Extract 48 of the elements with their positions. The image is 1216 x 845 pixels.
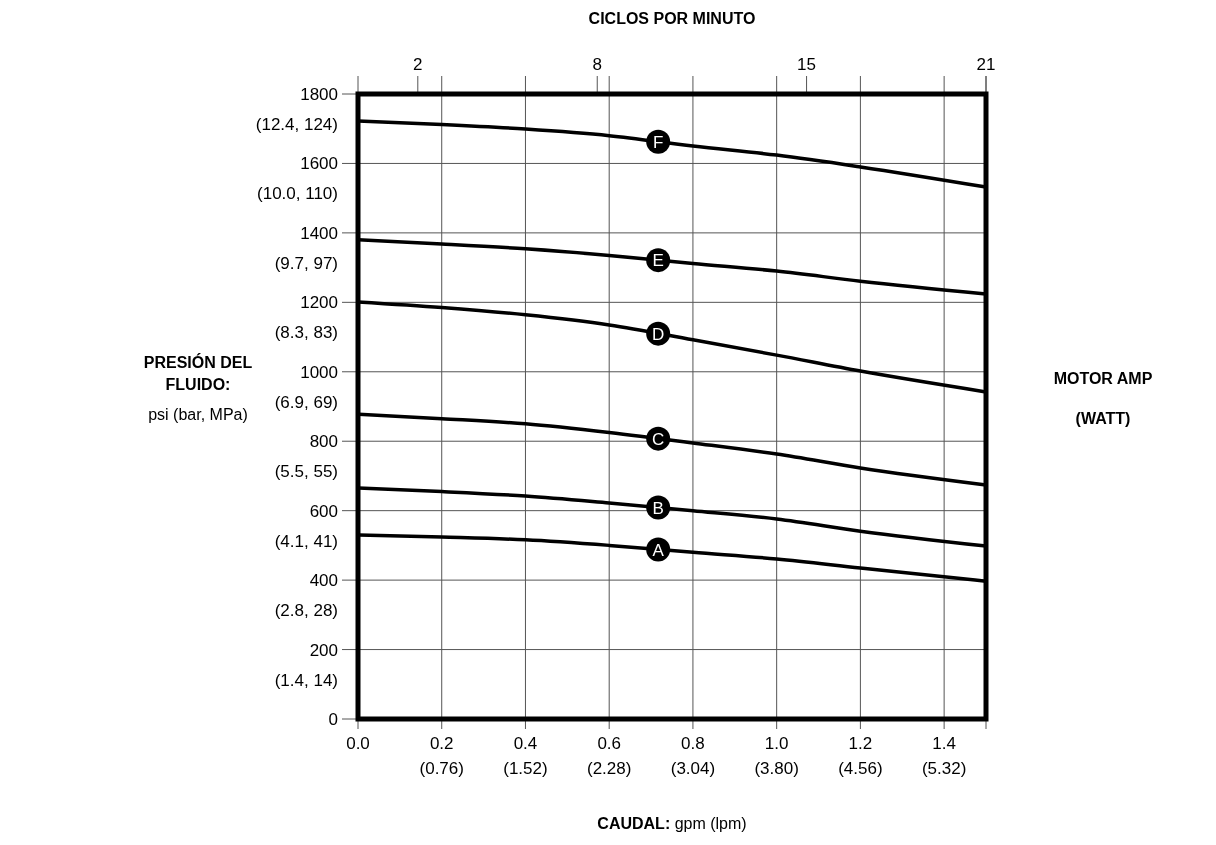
y-tick-label: 1600 <box>300 154 338 174</box>
y-tick-label: 1000 <box>300 362 338 382</box>
x-tick-label: 0.0 <box>346 734 370 753</box>
y-tick-label: 0 <box>328 709 338 729</box>
text: (1.52) <box>503 759 548 778</box>
text: (6.9, 69) <box>274 392 338 412</box>
text: (8.3, 83) <box>274 323 338 343</box>
text: (1.4, 14) <box>274 670 338 690</box>
x-axis-title: CAUDAL: gpm (lpm) <box>597 815 747 832</box>
series-label: C <box>652 429 665 449</box>
x-tick-label: 0.4 <box>513 734 538 753</box>
text: (3.80) <box>754 759 799 778</box>
y-tick-label: 1800 <box>300 84 338 104</box>
y-tick-label: 1200 <box>300 293 338 313</box>
x-tick-label: 1.4 <box>932 734 956 753</box>
text: (9.7, 97) <box>274 253 338 273</box>
series-label: F <box>652 132 664 152</box>
x2-tick-label: 2 <box>413 55 423 74</box>
x2-tick-label: 8 <box>592 55 602 74</box>
text: (12.4, 124) <box>255 114 338 134</box>
text: (5.5, 55) <box>274 462 338 482</box>
y-tick-label: 400 <box>309 571 338 591</box>
x2-tick-label: 15 <box>797 55 817 74</box>
text: (10.0, 110) <box>257 184 338 204</box>
text: (2.8, 28) <box>274 601 338 621</box>
series-label: A <box>652 540 665 560</box>
text: (2.28) <box>586 759 632 778</box>
x-tick-label: 0.6 <box>597 734 622 753</box>
x-tick-label: 1.0 <box>764 734 789 753</box>
y-axis-title: PRESIÓN DEL FLUIDO: psi (bar, MPa) <box>143 353 253 423</box>
series-label: B <box>652 498 664 518</box>
text: (4.56) <box>838 759 883 778</box>
series-label: D <box>652 324 665 344</box>
y-tick-label: 200 <box>309 640 338 660</box>
text: (3.04) <box>670 759 716 778</box>
text: (5.32) <box>921 759 967 778</box>
x2-tick-label: 21 <box>976 55 996 74</box>
text: (0.76) <box>419 759 464 778</box>
x2-axis-title: CICLOS POR MINUTO <box>588 10 756 27</box>
x-tick-label: 0.2 <box>429 734 454 753</box>
text: (4.1, 41) <box>274 531 338 551</box>
x-tick-label: 1.2 <box>848 734 873 753</box>
y-tick-label: 1400 <box>300 223 338 243</box>
text: MOTOR AMP (WATT) <box>1053 370 1153 427</box>
y-tick-label: 800 <box>309 432 338 452</box>
x-tick-label: 0.8 <box>681 734 705 753</box>
series-label: E <box>652 251 664 271</box>
y-tick-label: 600 <box>309 501 338 521</box>
